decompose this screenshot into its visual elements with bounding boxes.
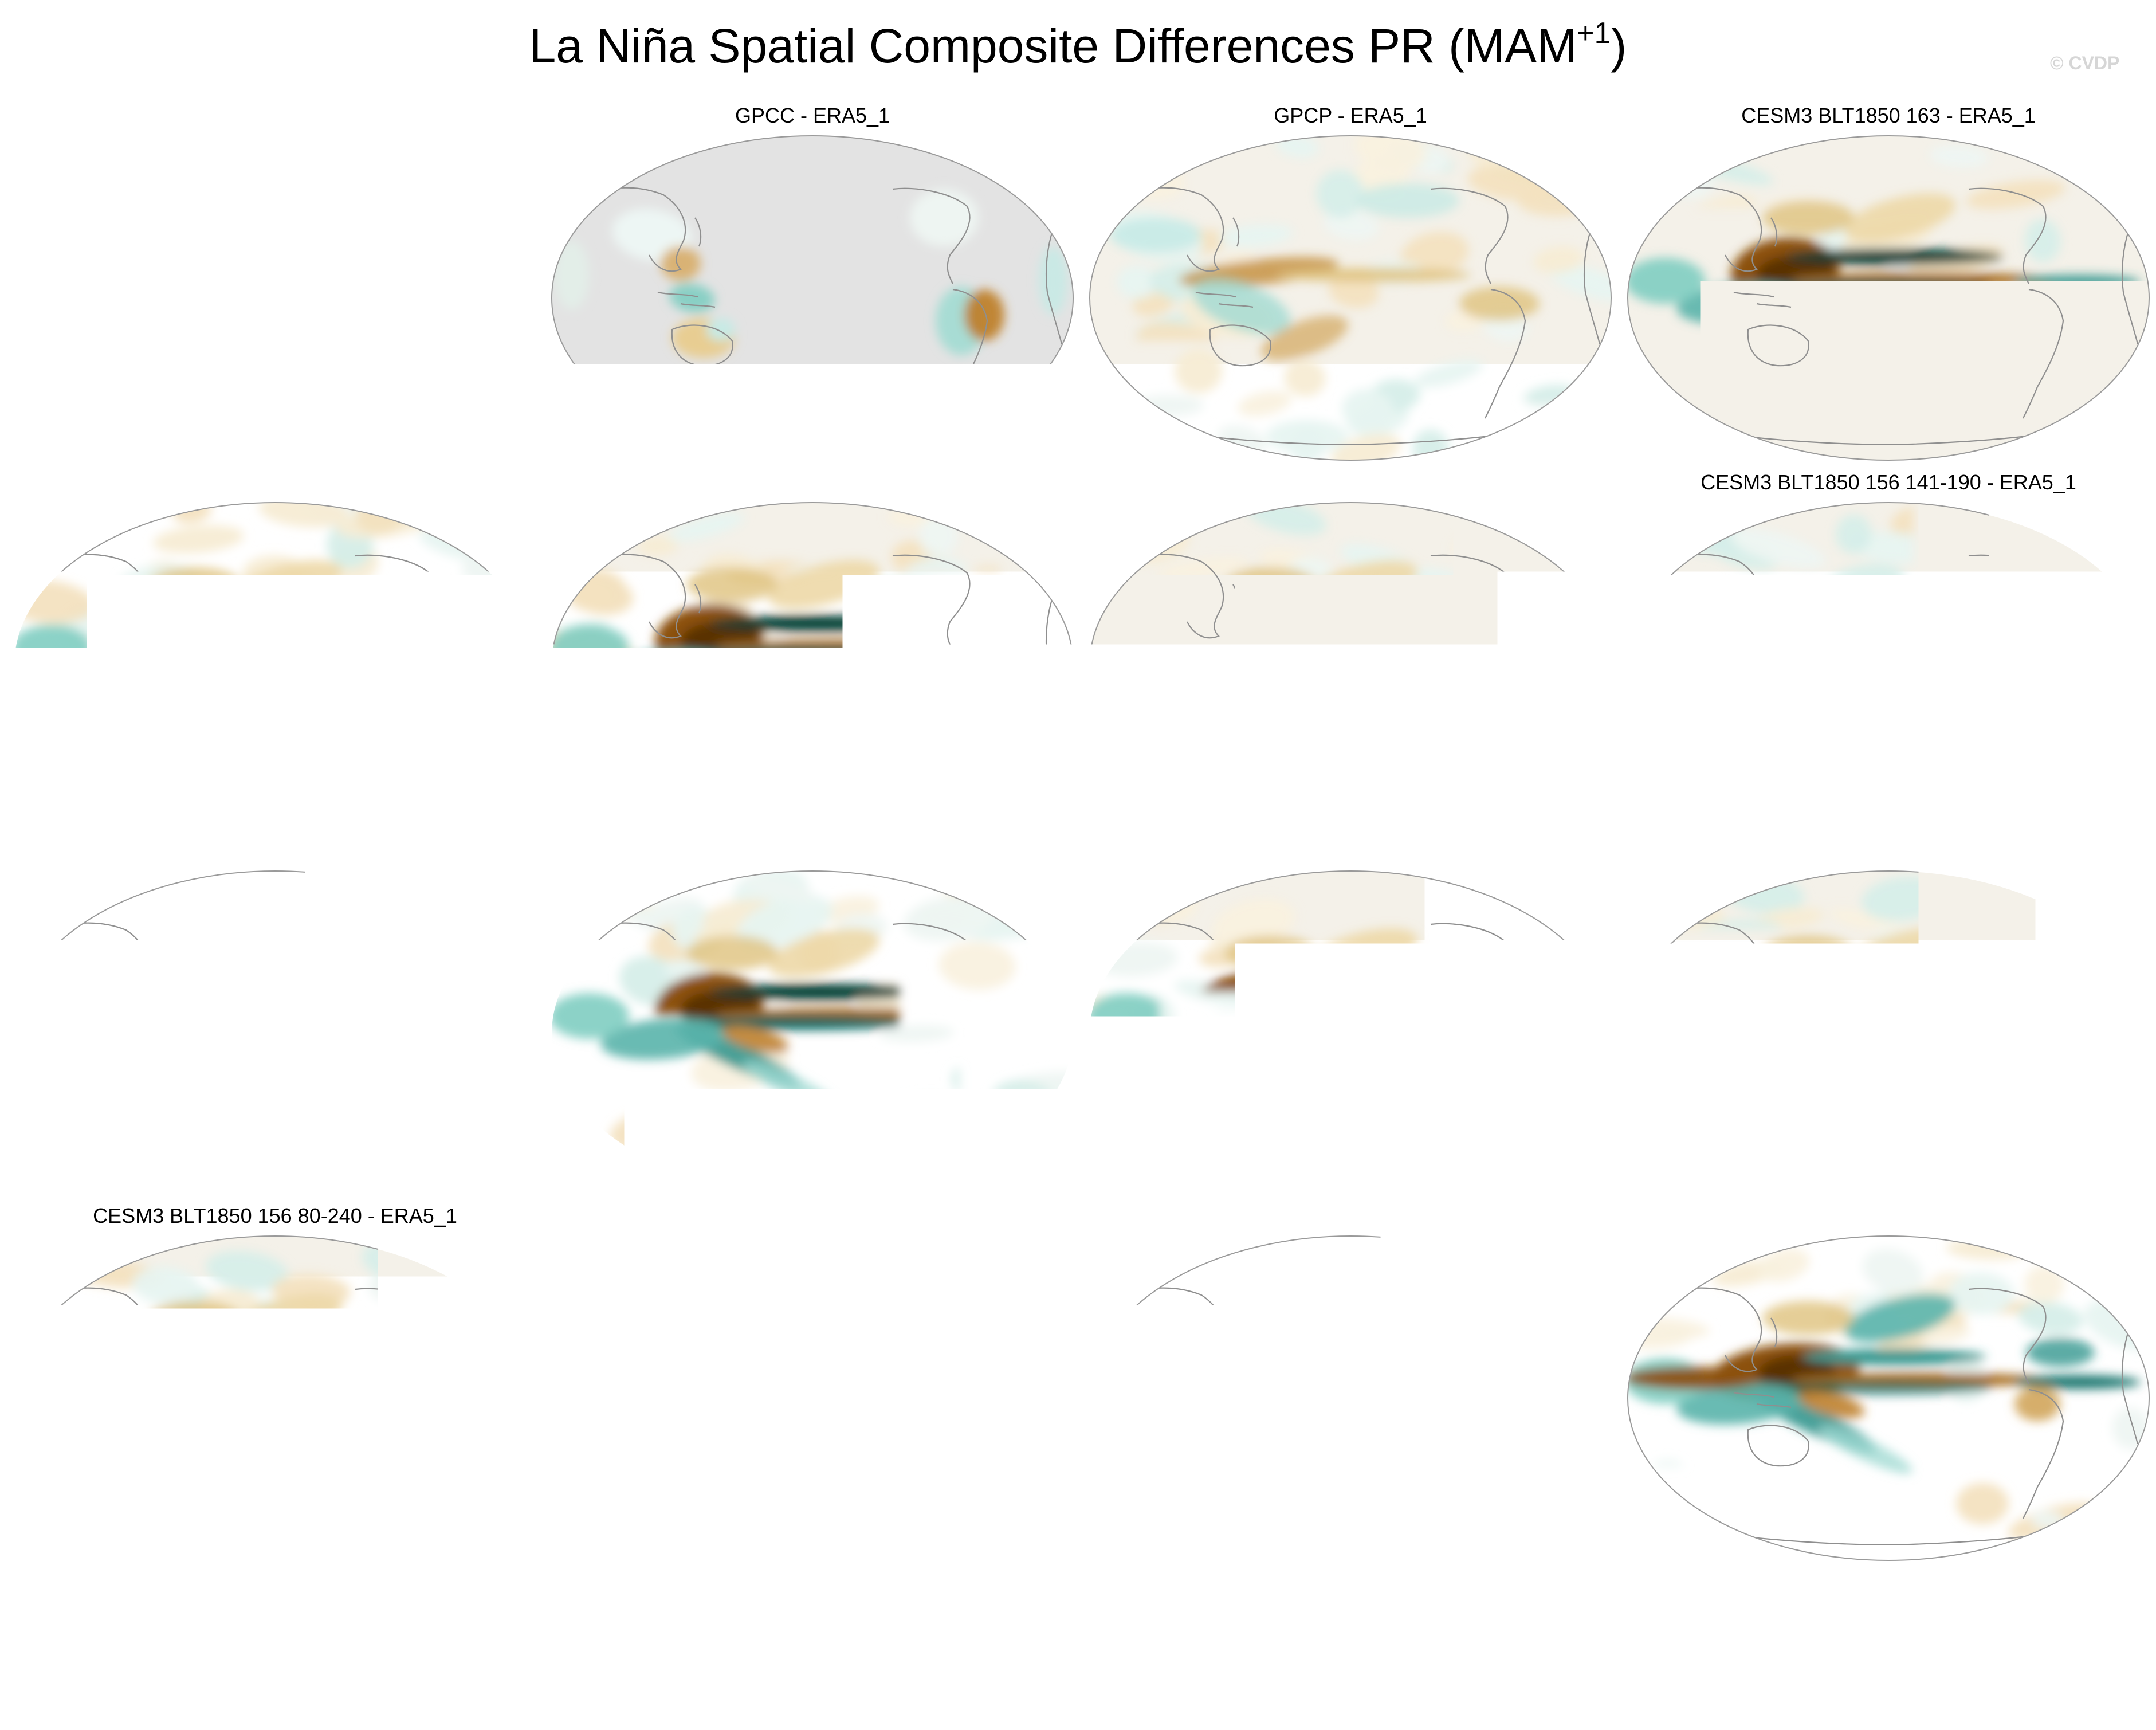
map-panel: CESM3 BLT1850 163 - ERA5_1: [1625, 103, 2152, 470]
figure-title-superscript: +1: [1577, 17, 1611, 50]
map-panel-title: CESM3 BLT1850 156 91-140 - ERA5_1: [11, 838, 539, 864]
colorbar-tick-label: -5: [439, 1636, 470, 1676]
colorbar-tick-label: -3: [578, 1636, 608, 1676]
map-panel: CESM2 piControl C - ERA5_1: [549, 1203, 1076, 1570]
map-panel: CESM3 BLT1850 162 51-100 - ERA5_1: [11, 470, 539, 837]
colorbar-swatch: [1494, 1598, 1564, 1629]
figure-title-close: ): [1611, 19, 1627, 73]
map-panel-title: CESM3 BLT1850 162 25-100 - ERA5_1: [1625, 838, 2152, 864]
world-map: [1625, 132, 2152, 470]
colorbar-swatch: [455, 1598, 525, 1629]
colorbar-tick-label: -.1: [989, 1636, 1029, 1676]
map-panel-title: CESM3 BLT1850 156 80-240 - ERA5_1: [11, 1203, 539, 1229]
map-panel-title: CESM3 BLT1850 163 - ERA5_1: [1625, 103, 2152, 128]
map-panel: CESM3 BLT1850 121 151-200 - ERA5_1: [549, 838, 1076, 1205]
colorbar-swatch: [1009, 1598, 1079, 1629]
colorbar-tick-label: .25: [1193, 1636, 1240, 1676]
map-panel: CESM3 BLT1850 156 141-190 - ERA5_1: [1625, 470, 2152, 837]
colorbar-tick-label: -4: [509, 1636, 539, 1676]
colorbar-tick-label: 2: [1485, 1636, 1503, 1676]
world-map: [549, 132, 1076, 470]
colorbar-tick-label: .75: [1332, 1636, 1379, 1676]
colorbar-tick-label: -.5: [850, 1636, 890, 1676]
world-map: [11, 1232, 539, 1570]
colorbar-swatch: [1425, 1598, 1495, 1629]
colorbar-tick-label: -1: [717, 1636, 747, 1676]
colorbar-tick-label: -.25: [910, 1636, 969, 1676]
map-panel: GPCP - ERA5_1: [1087, 103, 1614, 470]
colorbar-swatch: [524, 1598, 594, 1629]
map-panel-title: CESM2 piControl B - ERA5_1: [1087, 1203, 1614, 1229]
colorbar-swatch: [663, 1598, 733, 1629]
colorbar-swatch: [386, 1598, 455, 1629]
world-map: [549, 867, 1076, 1205]
world-map: [11, 867, 539, 1205]
cvdp-watermark: © CVDP: [2050, 53, 2119, 74]
world-map: [11, 499, 539, 837]
colorbar-swatch: [1356, 1598, 1425, 1629]
colorbar-swatch: [1286, 1598, 1356, 1629]
map-panel: CESM2 piControl B - ERA5_1: [1087, 1203, 1614, 1570]
colorbar: [386, 1598, 1771, 1629]
map-panel-title: CESM3 BLT1850 162 1-50 - ERA5_1: [549, 470, 1076, 495]
map-panel: CESM3 BLT1850 156 91-140 - ERA5_1: [11, 838, 539, 1205]
colorbar-tick-label: 5: [1692, 1636, 1711, 1676]
colorbar-swatch: [801, 1598, 871, 1629]
colorbar-swatch: [1563, 1598, 1633, 1629]
map-panel-title: GPCP - ERA5_1: [1087, 103, 1614, 128]
colorbar-tick-label: -2: [647, 1636, 678, 1676]
colorbar-tick-label: 4: [1623, 1636, 1642, 1676]
world-map: [1625, 1232, 2152, 1570]
map-panel: CESM3 BLT1850 162 1-50 - ERA5_1: [549, 470, 1076, 837]
map-panel-title: CESM3 BLT1850 156 191-240 - ERA5_1: [1087, 470, 1614, 495]
colorbar-tick-label: -.75: [772, 1636, 831, 1676]
map-panel-title: CESM3 BLT1850 162 51-100 - ERA5_1: [11, 470, 539, 495]
figure-title: La Niña Spatial Composite Differences PR…: [0, 17, 2156, 74]
map-panel: CESM3 BLT1850 162 25-100 - ERA5_1: [1625, 838, 2152, 1205]
world-map: [1087, 132, 1614, 470]
colorbar-swatch: [870, 1598, 940, 1629]
map-panel-title: CESM3 BLT1850 121 101-150 - ERA5_1: [1087, 838, 1614, 864]
colorbar-tick-label: 1: [1415, 1636, 1434, 1676]
map-panel: CESM3 BLT1850 156 191-240 - ERA5_1: [1087, 470, 1614, 837]
colorbar-swatch: [1078, 1598, 1148, 1629]
map-panel-title: CESM3 BLT1850 121 151-200 - ERA5_1: [549, 838, 1076, 864]
figure-title-text: La Niña Spatial Composite Differences PR…: [529, 19, 1577, 73]
world-map: [1625, 499, 2152, 837]
world-map: [549, 1232, 1076, 1570]
colorbar-swatch: [1632, 1598, 1702, 1629]
map-panel-title: CESM2 piControl A - ERA5_1: [1625, 1203, 2152, 1229]
map-panel: CESM3 BLT1850 121 101-150 - ERA5_1: [1087, 838, 1614, 1205]
map-panel-title: CESM3 BLT1850 156 141-190 - ERA5_1: [1625, 470, 2152, 495]
map-panel-title: CESM2 piControl C - ERA5_1: [549, 1203, 1076, 1229]
colorbar-swatch: [940, 1598, 1010, 1629]
colorbar-swatch: [1217, 1598, 1287, 1629]
world-map: [1087, 867, 1614, 1205]
map-panel-title: GPCC - ERA5_1: [549, 103, 1076, 128]
world-map: [1087, 499, 1614, 837]
world-map: [1625, 867, 2152, 1205]
colorbar-tick-label: 3: [1554, 1636, 1573, 1676]
world-map: [549, 499, 1076, 837]
map-panel: GPCC - ERA5_1: [549, 103, 1076, 470]
colorbar-swatch: [1702, 1598, 1772, 1629]
world-map: [1087, 1232, 1614, 1570]
map-panel: CESM2 piControl A - ERA5_1: [1625, 1203, 2152, 1570]
colorbar-tick-label: .1: [1133, 1636, 1162, 1676]
map-panel: CESM3 BLT1850 156 80-240 - ERA5_1: [11, 1203, 539, 1570]
colorbar-tick-label: .5: [1272, 1636, 1301, 1676]
colorbar-tick-label: 0: [1069, 1636, 1087, 1676]
colorbar-units-label: mm/day: [0, 1672, 2156, 1713]
colorbar-swatch: [594, 1598, 663, 1629]
colorbar-swatch: [732, 1598, 802, 1629]
colorbar-swatch: [1148, 1598, 1218, 1629]
